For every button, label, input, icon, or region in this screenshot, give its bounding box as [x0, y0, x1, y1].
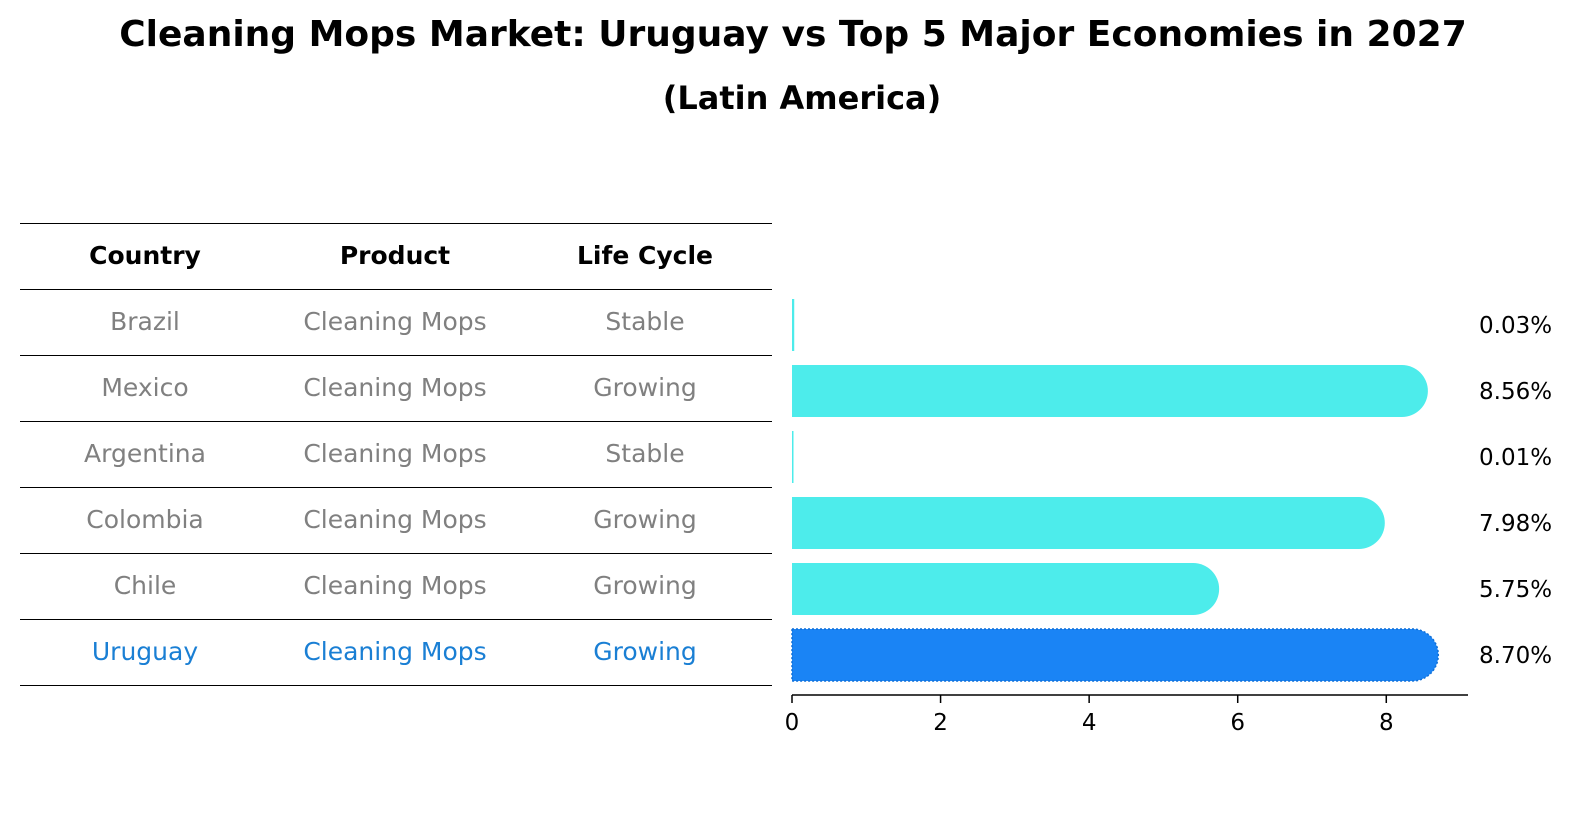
value-label-argentina: 0.01% — [1479, 445, 1552, 471]
value-label-uruguay: 8.70% — [1479, 643, 1552, 669]
header-life-cycle: Life Cycle — [576, 241, 714, 270]
cell-life-cycle: Stable — [605, 439, 685, 468]
value-label-mexico: 8.56% — [1479, 379, 1552, 405]
bar-brazil — [792, 299, 795, 351]
value-label-chile: 5.75% — [1479, 577, 1552, 603]
cell-country: Uruguay — [91, 637, 199, 666]
table-rule — [20, 619, 772, 620]
bar-colombia — [792, 497, 1385, 549]
cell-country: Brazil — [110, 307, 180, 336]
table-row: Brazil Cleaning Mops Stable — [20, 289, 772, 355]
table-rule — [20, 223, 772, 224]
bar-uruguay — [791, 628, 1440, 682]
table-rule — [20, 355, 772, 356]
table-header-row: Country Product Life Cycle — [20, 223, 772, 289]
cell-life-cycle: Growing — [593, 637, 697, 666]
x-tick-label-8: 8 — [1379, 710, 1394, 736]
cell-product: Cleaning Mops — [303, 571, 487, 600]
table-row: Chile Cleaning Mops Growing — [20, 553, 772, 619]
cell-life-cycle: Growing — [593, 571, 697, 600]
table-row: Colombia Cleaning Mops Growing — [20, 487, 772, 553]
header-product: Product — [339, 241, 451, 270]
cell-country: Colombia — [86, 505, 204, 534]
cell-country: Argentina — [84, 439, 206, 468]
cell-product: Cleaning Mops — [303, 307, 487, 336]
cell-country: Chile — [113, 571, 177, 600]
table-row: Mexico Cleaning Mops Growing — [20, 355, 772, 421]
chart-title: Cleaning Mops Market: Uruguay vs Top 5 M… — [119, 14, 1467, 55]
table-row: Argentina Cleaning Mops Stable — [20, 421, 772, 487]
cell-product: Cleaning Mops — [303, 439, 487, 468]
header-country: Country — [89, 241, 201, 270]
x-tick-label-6: 6 — [1230, 710, 1245, 736]
cell-life-cycle: Stable — [605, 307, 685, 336]
value-label-colombia: 7.98% — [1479, 511, 1552, 537]
cell-product: Cleaning Mops — [303, 637, 487, 666]
cell-product: Cleaning Mops — [303, 373, 487, 402]
table-rule — [20, 487, 772, 488]
table-rule — [20, 289, 772, 290]
cell-country: Mexico — [101, 373, 189, 402]
table-rule — [20, 421, 772, 422]
cell-life-cycle: Growing — [593, 373, 697, 402]
bar-mexico — [792, 365, 1428, 417]
chart-subtitle: (Latin America) — [662, 79, 942, 117]
bar-argentina — [792, 431, 794, 483]
bar-chile — [792, 563, 1220, 615]
value-label-brazil: 0.03% — [1479, 313, 1552, 339]
table-rule — [20, 553, 772, 554]
x-tick-label-0: 0 — [785, 710, 800, 736]
table-row-highlight: Uruguay Cleaning Mops Growing — [20, 619, 772, 685]
table-rule — [20, 685, 772, 686]
cell-product: Cleaning Mops — [303, 505, 487, 534]
cell-life-cycle: Growing — [593, 505, 697, 534]
x-tick-label-4: 4 — [1082, 710, 1097, 736]
x-tick-label-2: 2 — [933, 710, 948, 736]
